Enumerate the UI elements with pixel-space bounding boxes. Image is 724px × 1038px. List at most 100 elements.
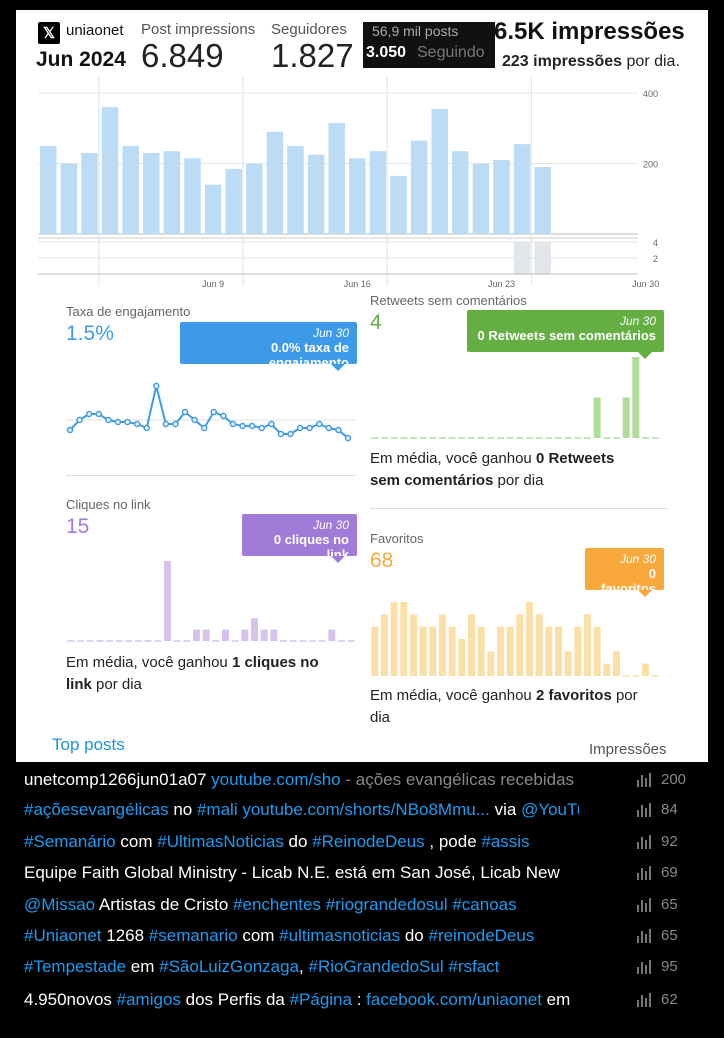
post-link[interactable]: #Uniaonet [24, 926, 102, 945]
post-link[interactable]: #mali [196, 800, 238, 819]
post-link[interactable]: #SãoLuizGonzaga [159, 957, 300, 976]
data-bar [545, 626, 553, 676]
account-handle[interactable]: uniaonet [66, 22, 124, 39]
post-text-segment: do [283, 832, 313, 851]
engagement-point [277, 430, 285, 438]
post-impressions-count: 95 [661, 958, 678, 975]
impressions-per-day: 223 impressões por dia. [502, 53, 680, 71]
favorites-tooltip-date: Jun 30 [619, 552, 656, 566]
engagement-point [181, 408, 189, 416]
top-post-text[interactable]: #Semanário com #UltimasNoticias do #Rein… [24, 832, 579, 852]
post-link[interactable]: #riograndedosul [325, 895, 448, 914]
post-link[interactable]: #reinodeDeus [428, 926, 535, 945]
post-link[interactable]: #assis [481, 832, 530, 851]
engagement-point [153, 382, 160, 390]
impression-bar [101, 107, 119, 234]
x-tick-label: Jun 30 [632, 279, 659, 289]
post-link[interactable]: #canoas [452, 895, 517, 914]
data-bar [535, 614, 543, 676]
engagement-point [133, 420, 141, 428]
impressions-per-day-suffix: por dia. [622, 53, 680, 70]
post-link[interactable]: @YouTu [521, 800, 579, 819]
impression-bar [122, 145, 139, 234]
bar-chart-icon[interactable] [637, 960, 651, 974]
top-posts-title[interactable]: Top posts [52, 735, 125, 754]
bar-chart-icon[interactable] [637, 866, 651, 880]
impression-bar [81, 152, 98, 234]
engagement-point [85, 410, 93, 418]
top-post-text[interactable]: @Missao Artistas de Cristo #enchentes #r… [24, 895, 579, 915]
engagement-point [105, 416, 112, 424]
post-link[interactable]: #Página [289, 990, 352, 1009]
top-post-row[interactable]: unetcomp1266jun01a07 youtube.com/sho - a… [16, 764, 708, 795]
top-post-row[interactable]: 4.950novos #amigos dos Perfis da #Página… [16, 984, 708, 1015]
post-link[interactable]: #Semanário [24, 832, 116, 851]
impression-bar [225, 168, 242, 234]
following-count[interactable]: 3.050 [366, 44, 407, 61]
retweets-tooltip-value: 0 Retweets sem comentários [477, 328, 656, 343]
top-post-row[interactable]: #açõesevangélicas no #mali youtube.com/s… [16, 794, 708, 825]
post-link[interactable]: #enchentes [233, 895, 321, 914]
x-logo-icon: 𝕏 [38, 22, 60, 44]
tooltip-arrow [331, 364, 345, 371]
data-bar [593, 397, 601, 438]
bar-chart-icon[interactable] [637, 898, 651, 912]
data-bar [574, 626, 582, 676]
favorites-average: Em média, você ganhou 2 favoritos por dia [370, 685, 670, 729]
post-text-segment: , pode [424, 832, 482, 851]
data-bar [439, 614, 446, 676]
data-bar [622, 397, 630, 438]
top-post-row[interactable]: #Uniaonet 1268 #semanario com #ultimasno… [16, 920, 708, 951]
post-impressions-count: 69 [661, 864, 678, 881]
post-text-segment: dos Perfis da [180, 990, 290, 1009]
post-link[interactable]: #ultimasnoticias [279, 926, 401, 945]
top-post-row[interactable]: #Semanário com #UltimasNoticias do #Rein… [16, 826, 708, 857]
data-bar [506, 626, 514, 676]
post-link[interactable]: #UltimasNoticias [157, 832, 284, 851]
impression-bar [534, 167, 551, 234]
impression-bar [349, 158, 366, 234]
post-link[interactable]: #RioGrandedoSul [308, 957, 444, 976]
engagement-value: 1.5% [66, 322, 114, 345]
post-link[interactable]: #ReinodeDeus [312, 832, 425, 851]
data-bar [603, 663, 611, 676]
post-link[interactable]: #rsfact [448, 957, 500, 976]
post-link[interactable]: #semanario [148, 926, 238, 945]
top-post-text[interactable]: #Uniaonet 1268 #semanario com #ultimasno… [24, 926, 579, 946]
top-post-row[interactable]: #Tempestade em #SãoLuizGonzaga, #RioGran… [16, 951, 708, 982]
bar-chart-icon[interactable] [637, 803, 651, 817]
avg-text: Em média, você ganhou [370, 687, 536, 704]
tooltip-arrow [638, 590, 652, 597]
top-post-row[interactable]: @Missao Artistas de Cristo #enchentes #r… [16, 889, 708, 920]
bar-chart-icon[interactable] [637, 835, 651, 849]
avg-highlight: 1 cliques no [231, 654, 319, 671]
bar-chart-icon[interactable] [637, 929, 651, 943]
top-post-text[interactable]: #açõesevangélicas no #mali youtube.com/s… [24, 800, 579, 820]
data-bar [202, 629, 210, 641]
top-post-text[interactable]: #Tempestade em #SãoLuizGonzaga, #RioGran… [24, 957, 579, 977]
top-post-text[interactable]: unetcomp1266jun01a07 youtube.com/sho - a… [24, 770, 579, 790]
data-bar [400, 602, 408, 676]
engagement-point [296, 424, 304, 432]
y-tick-label: 200 [643, 160, 658, 170]
post-link[interactable]: youtube.com/sho [211, 770, 341, 789]
post-link[interactable]: #amigos [116, 990, 181, 1009]
post-impressions-count: 84 [661, 801, 678, 818]
post-impressions-count: 65 [661, 927, 678, 944]
data-bar [371, 626, 379, 676]
followers-value: 1.827 [271, 37, 354, 74]
bar-chart-icon[interactable] [637, 993, 651, 1007]
clicks-tooltip: Jun 30 0 cliques no link [242, 514, 357, 563]
post-link[interactable]: #açõesevangélicas [24, 800, 169, 819]
period-label[interactable]: Jun 2024 [36, 48, 126, 71]
impression-bar [163, 151, 181, 234]
top-post-row[interactable]: Equipe Faith Global Ministry - Licab N.E… [16, 857, 708, 888]
impression-bar [40, 145, 57, 234]
bar-chart-icon[interactable] [637, 773, 651, 787]
post-link[interactable]: youtube.com/shorts/NBo8Mmu... [237, 800, 490, 819]
post-link[interactable]: @Missao [24, 895, 96, 914]
top-post-text[interactable]: 4.950novos #amigos dos Perfis da #Página… [24, 990, 579, 1010]
top-post-text[interactable]: Equipe Faith Global Ministry - Licab N.E… [24, 863, 579, 883]
post-link[interactable]: #Tempestade [24, 957, 127, 976]
post-link[interactable]: facebook.com/uniaonet [366, 990, 542, 1009]
